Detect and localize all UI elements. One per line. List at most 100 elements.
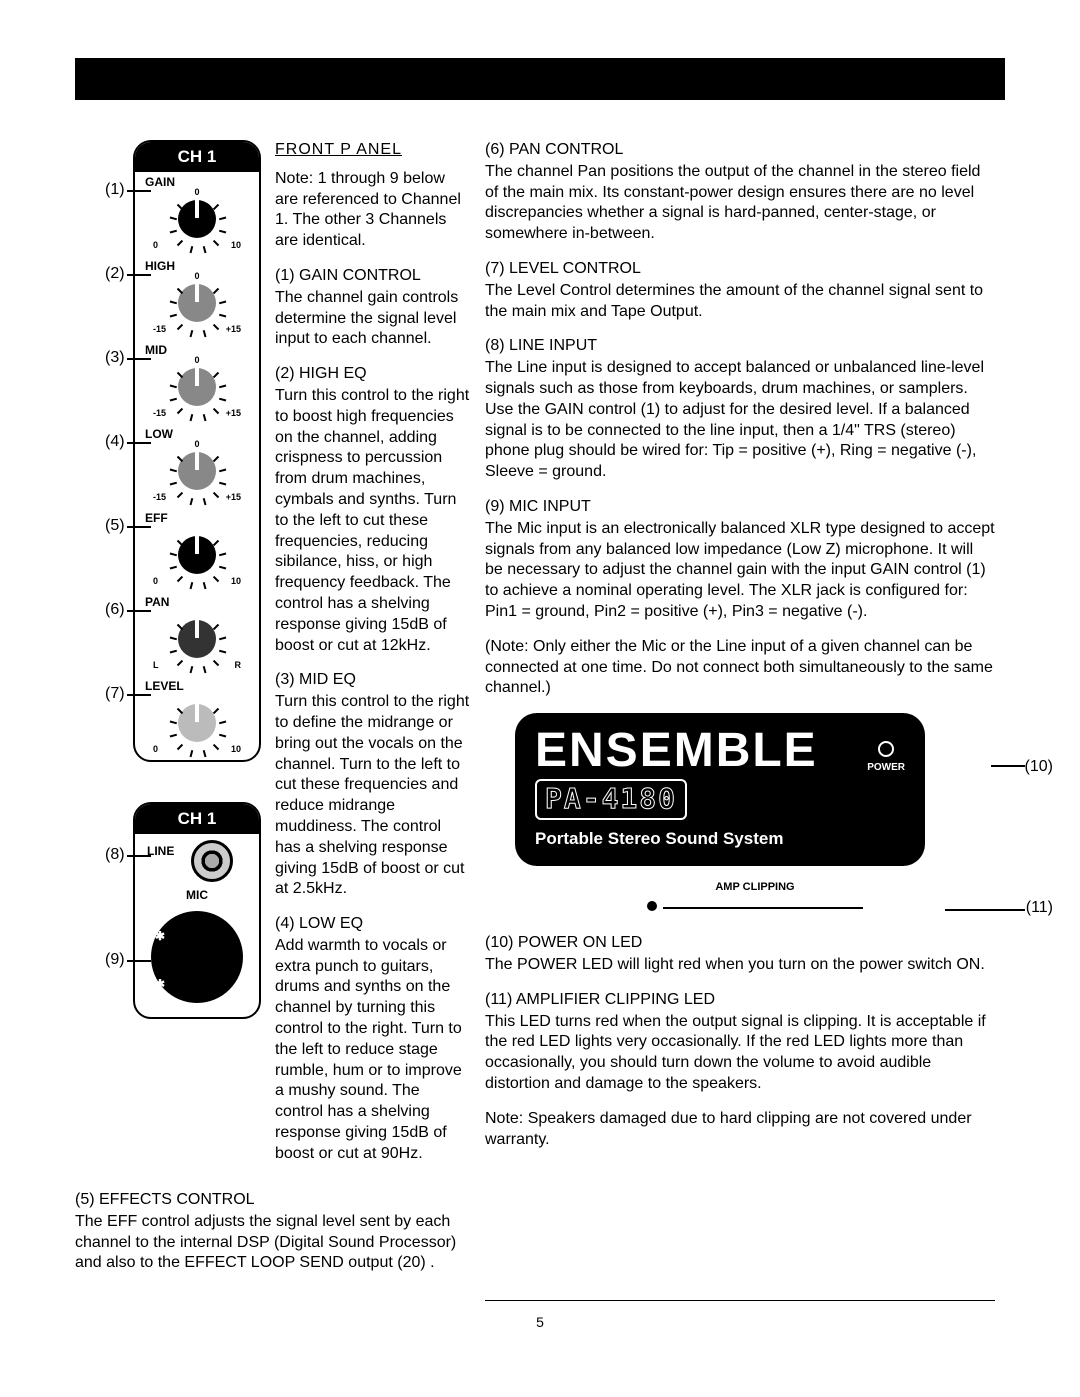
channel-panel-inputs: CH 1 LINE MIC ✱ ✱ [133,802,261,1019]
callout-line [991,765,1025,767]
callout-number: (2) [105,264,125,285]
mid-column: FRONT P ANEL Note: 1 through 9 below are… [275,140,470,1179]
knob-level-icon [178,704,216,742]
callout-line [127,190,151,192]
knob-label: LEVEL [145,679,184,695]
knob-tick: 0 [194,271,199,283]
knob-tick: +15 [226,492,241,504]
knob-gain-icon [178,200,216,238]
knob-tick: -15 [153,408,166,420]
knob-tick: 0 [194,355,199,367]
callout-line [127,960,151,962]
knob-tick: 0 [153,744,158,756]
knob-label: LOW [145,427,173,443]
page-number: 5 [75,1313,1005,1331]
section-heading: (6) PAN CONTROL [485,140,995,161]
knob-row-pan: PAN L R [135,592,259,676]
knob-pan-icon [178,620,216,658]
callout-line [127,694,151,696]
amp-clipping-label: AMP CLIPPING [715,881,794,893]
knob-tick: L [153,660,159,672]
knob-tick: 0 [194,187,199,199]
knob-row-eff: EFF010 [135,508,259,592]
knob-label: GAIN [145,175,175,191]
front-panel-title: FRONT P ANEL [275,140,470,161]
section-heading: (11) AMPLIFIER CLIPPING LED [485,990,995,1011]
callout-number: (9) [105,950,125,971]
channel-header: CH 1 [135,142,259,172]
knob-tick: +15 [226,408,241,420]
section-note: Note: Speakers damaged due to hard clipp… [485,1109,995,1151]
callout-line [127,610,151,612]
knob-eff-icon [178,536,216,574]
knob-tick: 0 [153,576,158,588]
knob-row-mid: MID 0 -15 +15 [135,340,259,424]
knob-tick: 10 [231,744,241,756]
callout-number: (6) [105,600,125,621]
knob-row-gain: GAIN0010 [135,172,259,256]
callout-line [945,909,1025,911]
ensemble-badge: ENSEMBLE PA-4180 Portable Stereo Sound S… [515,713,925,865]
section-heading: (3) MID EQ [275,670,470,691]
xlr-jack-icon: ✱ ✱ [151,911,243,1003]
section-text: The channel gain controls determine the … [275,288,470,350]
callout-number: (5) [105,516,125,537]
callout-11: (11) [1026,898,1053,919]
knob-label: PAN [145,595,169,611]
mic-label: MIC [135,888,259,904]
amp-line-icon [663,907,863,909]
title-bar [75,58,1005,100]
channel-header-2: CH 1 [135,804,259,834]
callout-number: (1) [105,180,125,201]
knob-tick: 0 [194,439,199,451]
section-text: The Line input is designed to accept bal… [485,358,995,483]
line-jack-icon [191,840,233,882]
callout-line [127,274,151,276]
amp-led-icon [647,901,657,911]
callout-line [127,358,151,360]
section-text: Turn this control to the right to boost … [275,386,470,656]
knob-tick: R [235,660,242,672]
knob-tick: 10 [231,240,241,252]
footer-rule [485,1300,995,1301]
knob-label: EFF [145,511,168,527]
callout-line [127,442,151,444]
knob-row-high: HIGH 0 -15 +15 [135,256,259,340]
callout-10: (10) [1025,757,1053,778]
section-heading: (8) LINE INPUT [485,336,995,357]
section-text: The EFF control adjusts the signal level… [75,1212,470,1274]
section-heading: (9) MIC INPUT [485,497,995,518]
callout-line [127,855,151,857]
knob-tick: -15 [153,324,166,336]
power-block: POWER [867,741,905,774]
knob-tick: +15 [226,324,241,336]
diagram-column: CH 1 GAIN 0 0 10 HIGH 0 -15 +15 MID 0 -15 +15 LOW 0 -1… [105,140,260,1019]
effects-control-section: (5) EFFECTS CONTROL The EFF control adju… [75,1190,470,1274]
brand-name: ENSEMBLE [535,727,905,775]
section-heading: (4) LOW EQ [275,914,470,935]
section-text: The channel Pan positions the output of … [485,162,995,245]
section-note: (Note: Only either the Mic or the Line i… [485,637,995,699]
section-text: The Mic input is an electronically balan… [485,519,995,623]
section-heading: (2) HIGH EQ [275,364,470,385]
callout-number: (3) [105,348,125,369]
knob-row-level: LEVEL 0 10 [135,676,259,760]
power-label: POWER [867,761,905,774]
callout-number: (7) [105,684,125,705]
section-heading: (7) LEVEL CONTROL [485,259,995,280]
power-led-icon [878,741,894,757]
callout-line [127,526,151,528]
knob-high-icon [178,284,216,322]
section-heading: (10) POWER ON LED [485,933,995,954]
knob-mid-icon [178,368,216,406]
callout-number: (4) [105,432,125,453]
knob-tick: -15 [153,492,166,504]
knob-label: MID [145,343,167,359]
knob-label: HIGH [145,259,175,275]
intro-note: Note: 1 through 9 below are referenced t… [275,169,470,252]
model-number: PA-4180 [535,779,687,819]
knob-row-low: LOW 0 -15 +15 [135,424,259,508]
section-text: This LED turns red when the output signa… [485,1012,995,1095]
right-column: (6) PAN CONTROLThe channel Pan positions… [485,140,995,1164]
section-text: The Level Control determines the amount … [485,281,995,323]
